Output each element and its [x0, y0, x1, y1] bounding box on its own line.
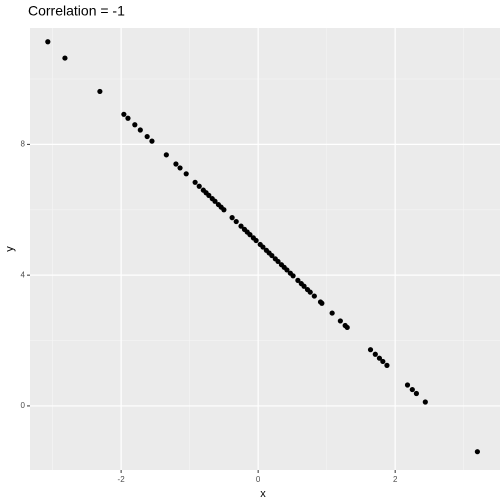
point [367, 347, 374, 353]
point [247, 232, 253, 238]
point [404, 382, 411, 388]
point [45, 39, 51, 45]
point [183, 171, 189, 177]
point [422, 399, 428, 405]
x-axis-label: x [260, 488, 266, 500]
chart-title: Correlation = -1 [28, 3, 125, 19]
point [238, 223, 244, 229]
point [380, 358, 386, 365]
point [301, 283, 307, 289]
point [212, 198, 218, 204]
point [284, 267, 290, 273]
x-tick-label: 2 [393, 475, 398, 484]
point [269, 252, 275, 259]
point [474, 449, 480, 455]
y-tick-label: 4 [21, 270, 26, 279]
point [125, 115, 131, 121]
point [121, 111, 127, 117]
point [206, 192, 212, 198]
point [173, 161, 179, 167]
point [329, 310, 335, 316]
point [413, 390, 420, 397]
y-tick-label: 0 [21, 401, 26, 410]
point [97, 88, 103, 95]
x-tick-label: -2 [118, 475, 126, 484]
y-tick-label: 8 [21, 139, 26, 148]
point [344, 324, 350, 331]
point [409, 386, 415, 393]
point [229, 215, 235, 221]
point [62, 55, 68, 61]
point [311, 293, 317, 299]
point [337, 318, 343, 324]
point [221, 207, 227, 213]
point [307, 289, 313, 295]
y-axis-label: y [4, 246, 16, 252]
point [149, 138, 155, 144]
point [319, 300, 325, 306]
point [163, 152, 169, 158]
point [233, 218, 239, 225]
point [372, 351, 378, 357]
point [253, 237, 259, 244]
x-tick-label: 0 [256, 475, 261, 484]
point [275, 258, 281, 265]
point [376, 355, 383, 361]
point [192, 179, 198, 185]
point [260, 244, 266, 250]
point [196, 183, 202, 189]
point [177, 165, 183, 171]
point [137, 127, 143, 133]
point [384, 362, 390, 368]
point [295, 277, 301, 283]
point [132, 122, 138, 128]
point [290, 273, 296, 279]
point [144, 133, 150, 140]
